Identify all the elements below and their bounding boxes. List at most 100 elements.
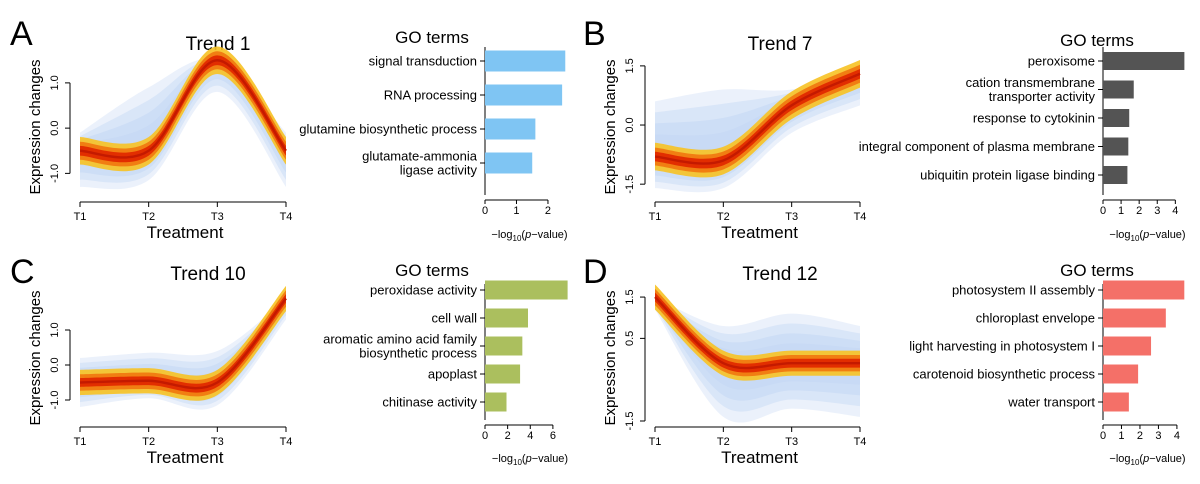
y-tick-label: -1.0 — [49, 164, 61, 183]
go-x-tick-label: 4 — [527, 430, 533, 442]
go-term-label: RNA processing — [384, 88, 477, 103]
panel-b: B Trend 7 -1.5 0.0 1.5 Expression changes T1 T2… — [583, 15, 1186, 243]
label-subscript: 10 — [1131, 458, 1140, 467]
label-part: ( — [1139, 229, 1143, 241]
label-italic: p — [1142, 229, 1149, 241]
x-tick-label: T4 — [854, 436, 867, 448]
x-axis: T1 T2 T3 T4 — [74, 201, 292, 223]
go-x-axis-title: −log10(p−value) — [492, 453, 568, 467]
go-term-label: peroxidase activity — [370, 283, 477, 298]
label-part: −value) — [532, 453, 568, 465]
label-part: −value) — [531, 229, 567, 241]
label-part: −log — [1109, 229, 1130, 241]
y-tick-label: 0.0 — [624, 117, 636, 132]
go-bar — [485, 308, 528, 328]
go-x-tick-label: 6 — [550, 430, 556, 442]
go-bar — [1103, 308, 1166, 328]
y-axis: -1.5 0.5 1.5 — [624, 289, 646, 430]
y-axis-title: Expression changes — [27, 290, 44, 425]
go-term-label: water transport — [1007, 395, 1095, 410]
y-tick-label: -1.0 — [49, 391, 61, 410]
go-term-label: light harvesting in photosystem I — [909, 339, 1095, 354]
go-bar — [485, 50, 566, 72]
x-tick-label: T2 — [717, 211, 730, 223]
go-term-label: response to cytokinin — [973, 111, 1095, 126]
label-part: −value) — [1149, 229, 1185, 241]
go-x-tick-label: 4 — [1174, 430, 1180, 442]
label-subscript: 10 — [1131, 234, 1140, 243]
go-title: GO terms — [1060, 261, 1134, 280]
go-term-label: cation transmembrane — [966, 75, 1095, 90]
y-tick-label: 1.5 — [624, 289, 636, 304]
trend-line — [79, 297, 287, 390]
go-term-label: apoplast — [428, 367, 478, 382]
x-axis-title: Treatment — [147, 448, 224, 467]
go-x-tick-label: 2 — [545, 205, 551, 217]
x-tick-label: T3 — [211, 211, 224, 223]
label-part: ( — [522, 453, 526, 465]
go-bar — [485, 336, 523, 356]
trend-title: Trend 12 — [742, 264, 817, 285]
go-term-label: carotenoid biosynthetic process — [913, 367, 1096, 382]
go-bar — [1103, 109, 1130, 127]
trend-band-2 — [80, 55, 286, 163]
go-term-label: integral component of plasma membrane — [859, 139, 1095, 154]
go-term-label: aromatic amino acid family — [323, 332, 477, 347]
x-tick-label: T1 — [649, 211, 662, 223]
go-bar — [1103, 166, 1128, 184]
panel-letter: B — [583, 15, 606, 53]
label-italic: p — [1142, 453, 1149, 465]
label-part: −log — [492, 453, 513, 465]
go-x-tick-label: 1 — [1118, 205, 1124, 217]
go-x-tick-label: 2 — [505, 430, 511, 442]
y-tick-label: 0.0 — [49, 357, 61, 372]
go-bar — [1103, 280, 1185, 300]
label-part: −log — [1109, 453, 1130, 465]
x-axis-title: Treatment — [721, 448, 798, 467]
go-title: GO terms — [395, 261, 469, 280]
x-tick-label: T1 — [74, 211, 87, 223]
go-x-tick-label: 0 — [482, 205, 488, 217]
go-x-axis-title: −log10(p−value) — [1109, 229, 1185, 243]
x-tick-label: T4 — [854, 211, 867, 223]
trend-line — [654, 72, 861, 165]
label-part: ( — [1139, 453, 1143, 465]
x-axis-title: Treatment — [721, 223, 798, 242]
go-term-label: cell wall — [431, 311, 477, 326]
go-term-label: chloroplast envelope — [976, 311, 1095, 326]
go-bar-chart: GO terms photosystem II assembly chloropla… — [909, 261, 1185, 467]
go-x-tick-label: 1 — [513, 205, 519, 217]
go-term-label: biosynthetic process — [359, 346, 477, 361]
go-x-tick-label: 2 — [1137, 430, 1143, 442]
trend-line — [654, 296, 860, 370]
x-tick-label: T3 — [785, 436, 798, 448]
label-subscript: 10 — [513, 234, 522, 243]
x-tick-label: T2 — [142, 211, 155, 223]
go-bar — [485, 280, 568, 300]
go-bar — [485, 152, 533, 174]
panel-letter: C — [10, 253, 35, 291]
go-x-tick-label: 0 — [482, 430, 488, 442]
label-italic: p — [524, 229, 531, 241]
go-term-label: ubiquitin protein ligase binding — [920, 168, 1095, 183]
go-bar-chart: GO terms peroxidase activity cell wall arom… — [323, 261, 568, 467]
x-tick-label: T3 — [785, 211, 798, 223]
label-part: −value) — [1149, 453, 1185, 465]
x-tick-label: T1 — [74, 436, 87, 448]
x-tick-label: T3 — [211, 436, 224, 448]
go-bar — [1103, 336, 1152, 356]
go-title: GO terms — [1060, 31, 1134, 50]
go-x-tick-label: 0 — [1100, 205, 1106, 217]
go-bar — [1103, 364, 1139, 384]
trend-line — [79, 59, 287, 159]
go-bar-chart: GO terms peroxisome cation transmembranetr… — [859, 31, 1186, 243]
go-term-label: glutamate-ammonia — [362, 149, 478, 164]
go-bar — [485, 118, 536, 140]
y-axis-title: Expression changes — [602, 59, 619, 194]
go-bar — [1103, 80, 1134, 99]
panel-letter: D — [583, 253, 608, 291]
trend-band-2 — [655, 68, 860, 169]
x-axis: T1 T2 T3 T4 — [74, 426, 292, 448]
x-tick-label: T2 — [142, 436, 155, 448]
